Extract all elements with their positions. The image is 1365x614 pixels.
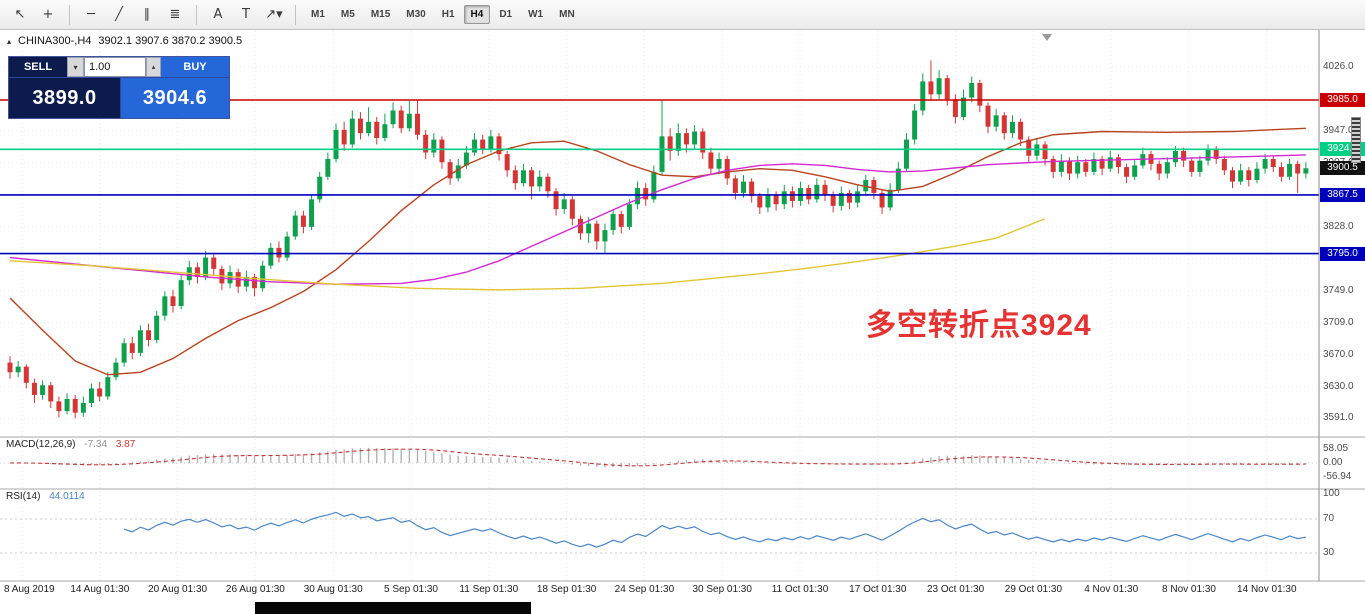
macd-axis-label: 58.05 xyxy=(1323,443,1349,454)
price-axis-label: 4026.0 xyxy=(1323,60,1354,72)
price-axis-label: 3749.0 xyxy=(1323,284,1354,296)
chart-shift-marker-icon xyxy=(1042,34,1052,41)
price-axis-label: 3591.0 xyxy=(1323,412,1354,424)
taskbar-fragment xyxy=(255,602,531,614)
volume-input[interactable] xyxy=(84,57,146,77)
timeframe-m15-button[interactable]: M15 xyxy=(364,5,397,24)
symbol-marker-icon: ▴ xyxy=(7,36,12,46)
time-axis-label: 23 Oct 01:30 xyxy=(926,584,985,595)
timeframe-mn-button[interactable]: MN xyxy=(552,5,582,24)
rsi-value: 44.0114 xyxy=(49,491,85,502)
sell-button[interactable]: SELL xyxy=(9,57,67,77)
symbol-header: ▴ CHINA300-,H4 3902.1 3907.6 3870.2 3900… xyxy=(7,35,242,47)
time-axis-label: 17 Oct 01:30 xyxy=(849,584,907,595)
trendline-tool-button[interactable]: ╱ xyxy=(106,3,132,26)
price-tag: 3867.5 xyxy=(1320,187,1365,202)
order-options-dropdown[interactable]: ▾ xyxy=(67,57,84,77)
sell-price[interactable]: 3899.0 xyxy=(9,77,121,118)
text-label-tool-button[interactable]: T xyxy=(233,3,259,26)
time-axis-label: 14 Aug 01:30 xyxy=(70,584,130,595)
toolbar: ↖ + ─ ╱ ∥ ≣ A T ↗▾ M1 M5 M15 M30 H1 H4 D1 W1 MN xyxy=(0,0,1365,30)
rsi-axis-label: 30 xyxy=(1323,547,1335,558)
equidistant-channel-tool-button[interactable]: ∥ xyxy=(134,3,160,26)
price-tag: 3900.5 xyxy=(1320,161,1365,176)
price-tag: 3985.0 xyxy=(1320,93,1365,107)
time-axis-label: 18 Sep 01:30 xyxy=(536,584,597,595)
time-axis-label: 20 Aug 01:30 xyxy=(148,584,208,595)
time-axis-label: 29 Oct 01:30 xyxy=(1004,584,1063,595)
chart-annotation-text: 多空转折点3924 xyxy=(866,309,1092,342)
toolbar-separator xyxy=(69,4,70,25)
toolbar-separator xyxy=(196,4,197,25)
rsi-name: RSI(14) xyxy=(6,491,41,502)
crosshair-tool-button[interactable]: + xyxy=(35,3,61,26)
timeframe-m5-button[interactable]: M5 xyxy=(334,5,362,24)
time-axis-label: 11 Sep 01:30 xyxy=(459,584,519,595)
fibonacci-tool-button[interactable]: ≣ xyxy=(162,3,188,26)
toolbar-separator xyxy=(295,4,296,25)
rsi-axis-label: 100 xyxy=(1323,487,1340,499)
macd-axis-label: -56.94 xyxy=(1323,470,1352,482)
axis-scale-widget xyxy=(1351,117,1361,163)
rsi-indicator-label: RSI(14) 44.0114 xyxy=(6,491,91,502)
time-axis-label: 24 Sep 01:30 xyxy=(614,584,675,595)
volume-spinner[interactable]: ▴ xyxy=(146,57,161,77)
horizontal-line-tool-button[interactable]: ─ xyxy=(78,3,104,26)
timeframe-h1-button[interactable]: H1 xyxy=(435,5,462,24)
macd-indicator-label: MACD(12,26,9) -7.34 3.87 xyxy=(6,439,141,450)
time-axis-label: 5 Sep 01:30 xyxy=(384,584,438,595)
time-axis-label: 8 Aug 2019 xyxy=(4,584,55,595)
rsi-axis-label: 70 xyxy=(1323,513,1335,524)
price-axis-label: 3709.0 xyxy=(1323,317,1354,328)
cursor-tool-button[interactable]: ↖ xyxy=(7,3,33,26)
time-axis-label: 8 Nov 01:30 xyxy=(1162,584,1216,595)
one-click-trading-panel: SELL ▾ ▴ BUY 3899.0 3904.6 xyxy=(8,56,230,119)
price-tag: 3795.0 xyxy=(1320,246,1365,261)
arrows-tool-button[interactable]: ↗▾ xyxy=(261,3,287,26)
time-axis-label: 30 Sep 01:30 xyxy=(692,584,752,595)
symbol-ohlc: 3902.1 3907.6 3870.2 3900.5 xyxy=(98,35,243,47)
price-axis-label: 3630.0 xyxy=(1323,380,1354,392)
time-axis-label: 4 Nov 01:30 xyxy=(1084,584,1139,595)
macd-signal-value: 3.87 xyxy=(115,439,136,450)
timeframe-w1-button[interactable]: W1 xyxy=(521,5,550,24)
time-axis-label: 26 Aug 01:30 xyxy=(225,584,285,595)
time-axis-label: 30 Aug 01:30 xyxy=(303,584,363,595)
drawing-tools-group: ↖ + ─ ╱ ∥ ≣ A T ↗▾ xyxy=(6,3,303,26)
timeframe-m1-button[interactable]: M1 xyxy=(304,5,332,24)
timeframe-group: M1 M5 M15 M30 H1 H4 D1 W1 MN xyxy=(303,5,583,24)
price-axis-label: 3670.0 xyxy=(1323,348,1354,360)
buy-button[interactable]: BUY xyxy=(161,57,229,77)
time-axis-label: 14 Nov 01:30 xyxy=(1237,584,1297,595)
macd-main-value: -7.34 xyxy=(84,439,108,450)
macd-axis-label: 0.00 xyxy=(1323,457,1343,468)
timeframe-d1-button[interactable]: D1 xyxy=(492,5,519,24)
time-axis-label: 11 Oct 01:30 xyxy=(771,584,829,595)
timeframe-m30-button[interactable]: M30 xyxy=(399,5,432,24)
price-axis-label: 3947.0 xyxy=(1323,124,1354,136)
text-tool-button[interactable]: A xyxy=(205,3,231,26)
price-axis-label: 3828.0 xyxy=(1323,220,1354,232)
macd-name: MACD(12,26,9) xyxy=(6,439,76,450)
buy-price[interactable]: 3904.6 xyxy=(121,77,229,118)
timeframe-h4-button[interactable]: H4 xyxy=(463,5,491,24)
symbol-name: CHINA300-,H4 xyxy=(18,35,92,47)
